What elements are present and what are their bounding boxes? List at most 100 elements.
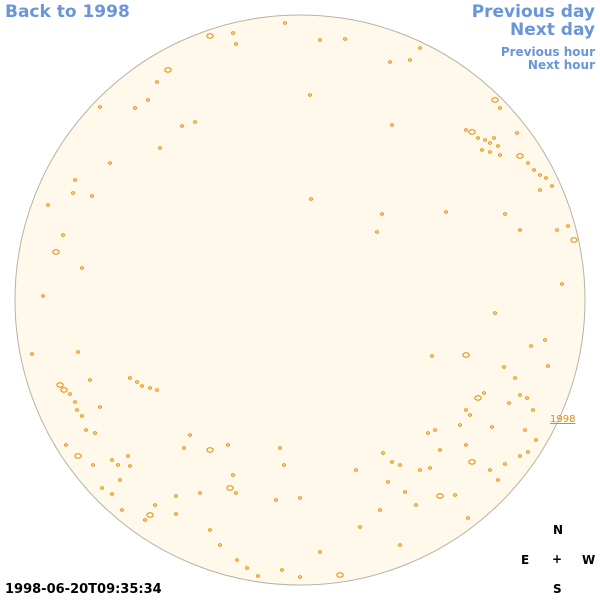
observation-timestamp: 1998-06-20T09:35:34 xyxy=(5,582,162,597)
magnetic-contour xyxy=(534,438,538,442)
magnetic-contour xyxy=(135,380,139,384)
magnetic-contour xyxy=(164,67,172,73)
magnetic-contour xyxy=(75,408,79,412)
magnetic-contour xyxy=(538,173,542,177)
magnetic-contour xyxy=(515,131,519,135)
magnetic-contour xyxy=(336,572,344,578)
compass-south: S xyxy=(553,582,562,596)
magnetic-contour xyxy=(143,518,147,522)
back-to-year-link[interactable]: Back to 1998 xyxy=(5,2,130,22)
magnetic-contour xyxy=(231,473,235,477)
magnetic-contour xyxy=(390,460,394,464)
magnetic-contour xyxy=(298,496,302,500)
magnetic-contour xyxy=(358,525,362,529)
magnetic-contour xyxy=(525,396,529,400)
magnetic-contour xyxy=(73,400,77,404)
magnetic-contour xyxy=(198,491,202,495)
compass-west: W xyxy=(582,553,596,567)
magnetic-contour xyxy=(218,543,222,547)
magnetic-contour xyxy=(60,387,68,393)
magnetic-contour xyxy=(68,392,72,396)
magnetic-contour xyxy=(483,138,487,142)
magnetic-contour xyxy=(41,294,45,298)
next-day-link[interactable]: Next day xyxy=(510,20,595,40)
magnetic-contour xyxy=(308,93,312,97)
magnetic-contour xyxy=(532,168,536,172)
magnetic-contour xyxy=(464,443,468,447)
solar-disk-limb xyxy=(14,14,586,586)
magnetic-contour xyxy=(80,266,84,270)
compass-east: E xyxy=(521,553,530,567)
magnetic-contour xyxy=(438,448,442,452)
magnetic-contour xyxy=(502,365,506,369)
magnetic-contour xyxy=(80,414,84,418)
magnetic-contour xyxy=(98,405,102,409)
magnetic-contour xyxy=(550,184,554,188)
magnetic-contour xyxy=(318,550,322,554)
magnetic-contour xyxy=(491,97,499,103)
magnetic-contour xyxy=(283,21,287,25)
magnetic-contour xyxy=(234,491,238,495)
magnetic-contour xyxy=(444,210,448,214)
magnetic-contour xyxy=(526,161,530,165)
magnetic-contour xyxy=(458,423,462,427)
magnetic-contour xyxy=(523,428,527,432)
magnetic-contour xyxy=(116,463,120,467)
magnetic-contour xyxy=(518,454,522,458)
magnetic-contour xyxy=(403,490,407,494)
magnetic-contour xyxy=(206,447,214,453)
magnetic-contour xyxy=(146,98,150,102)
magnetic-contour xyxy=(153,503,157,507)
magnetic-contour xyxy=(256,574,260,578)
magnetic-contour xyxy=(278,446,282,450)
magnetic-contour xyxy=(566,224,570,228)
magnetic-contour xyxy=(30,352,34,356)
magnetic-contour xyxy=(386,480,390,484)
magnetic-contour xyxy=(56,382,64,388)
magnetic-contour xyxy=(46,203,50,207)
magnetic-contour xyxy=(309,197,313,201)
previous-day-link[interactable]: Previous day xyxy=(471,2,595,22)
previous-hour-link[interactable]: Previous hour xyxy=(500,45,595,59)
magnetic-contour xyxy=(544,176,548,180)
magnetic-contour xyxy=(418,46,422,50)
magnetic-contour xyxy=(546,364,550,368)
magnetic-contour xyxy=(503,212,507,216)
magnetic-contour xyxy=(418,468,422,472)
magnetic-contour xyxy=(71,191,75,195)
magnetic-contour xyxy=(538,188,542,192)
magnetic-contour xyxy=(398,543,402,547)
magnetic-contour xyxy=(375,230,379,234)
magnetic-contour xyxy=(206,33,214,39)
magnetic-contour xyxy=(526,450,530,454)
magnetic-contour xyxy=(146,512,154,518)
magnetic-contour xyxy=(155,388,159,392)
magnetic-contour xyxy=(126,454,130,458)
magnetic-contour xyxy=(531,408,535,412)
magnetic-contour xyxy=(398,463,402,467)
magnetic-contour xyxy=(426,431,430,435)
magnetic-contour xyxy=(110,492,114,496)
magnetic-contour xyxy=(343,37,347,41)
magnetic-contour xyxy=(503,462,507,466)
magnetic-contour xyxy=(61,233,65,237)
magnetic-contour xyxy=(529,344,533,348)
magnetic-contour xyxy=(155,80,159,84)
magnetic-contour xyxy=(493,311,497,315)
magnetic-contour xyxy=(90,194,94,198)
magnetic-contour xyxy=(188,433,192,437)
magnetic-contour xyxy=(468,129,476,135)
magnetic-contour xyxy=(98,105,102,109)
magnetic-contour xyxy=(110,458,114,462)
magnetic-contour xyxy=(88,378,92,382)
next-hour-link[interactable]: Next hour xyxy=(527,58,595,72)
magnetic-contour xyxy=(408,58,412,62)
magnetic-contour xyxy=(128,376,132,380)
magnetic-contour xyxy=(280,568,284,572)
magnetic-contour xyxy=(133,106,137,110)
magnetic-contour xyxy=(298,575,302,579)
magnetic-contour xyxy=(513,376,517,380)
magnetic-contour xyxy=(560,282,564,286)
region-label-link[interactable]: 1998 xyxy=(550,414,576,425)
